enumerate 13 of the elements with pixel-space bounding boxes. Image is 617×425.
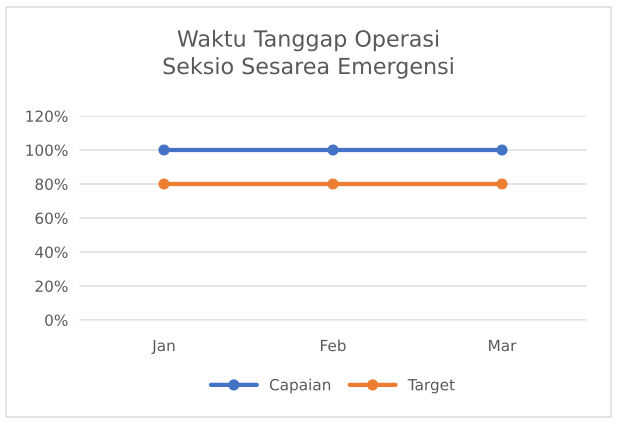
y-tick-label: 60%	[36, 212, 68, 224]
x-tick-label: Feb	[320, 339, 346, 352]
y-tick-label: 0%	[45, 314, 68, 326]
legend-label: Target	[408, 379, 455, 394]
y-tick-label: 20%	[36, 280, 68, 292]
chart-title: Waktu Tanggap Operasi Seksio Sesarea Emergensi	[164, 30, 453, 79]
y-tick-label: 80%	[35, 178, 68, 190]
x-tick-label: Mar	[489, 340, 516, 352]
x-tick-label: Jan	[151, 340, 174, 354]
y-tick-label: 40%	[35, 246, 68, 258]
y-tick-label: 120%	[26, 110, 68, 122]
y-tick-label: 100%	[26, 144, 68, 156]
legend-label: Capaian	[270, 378, 330, 394]
